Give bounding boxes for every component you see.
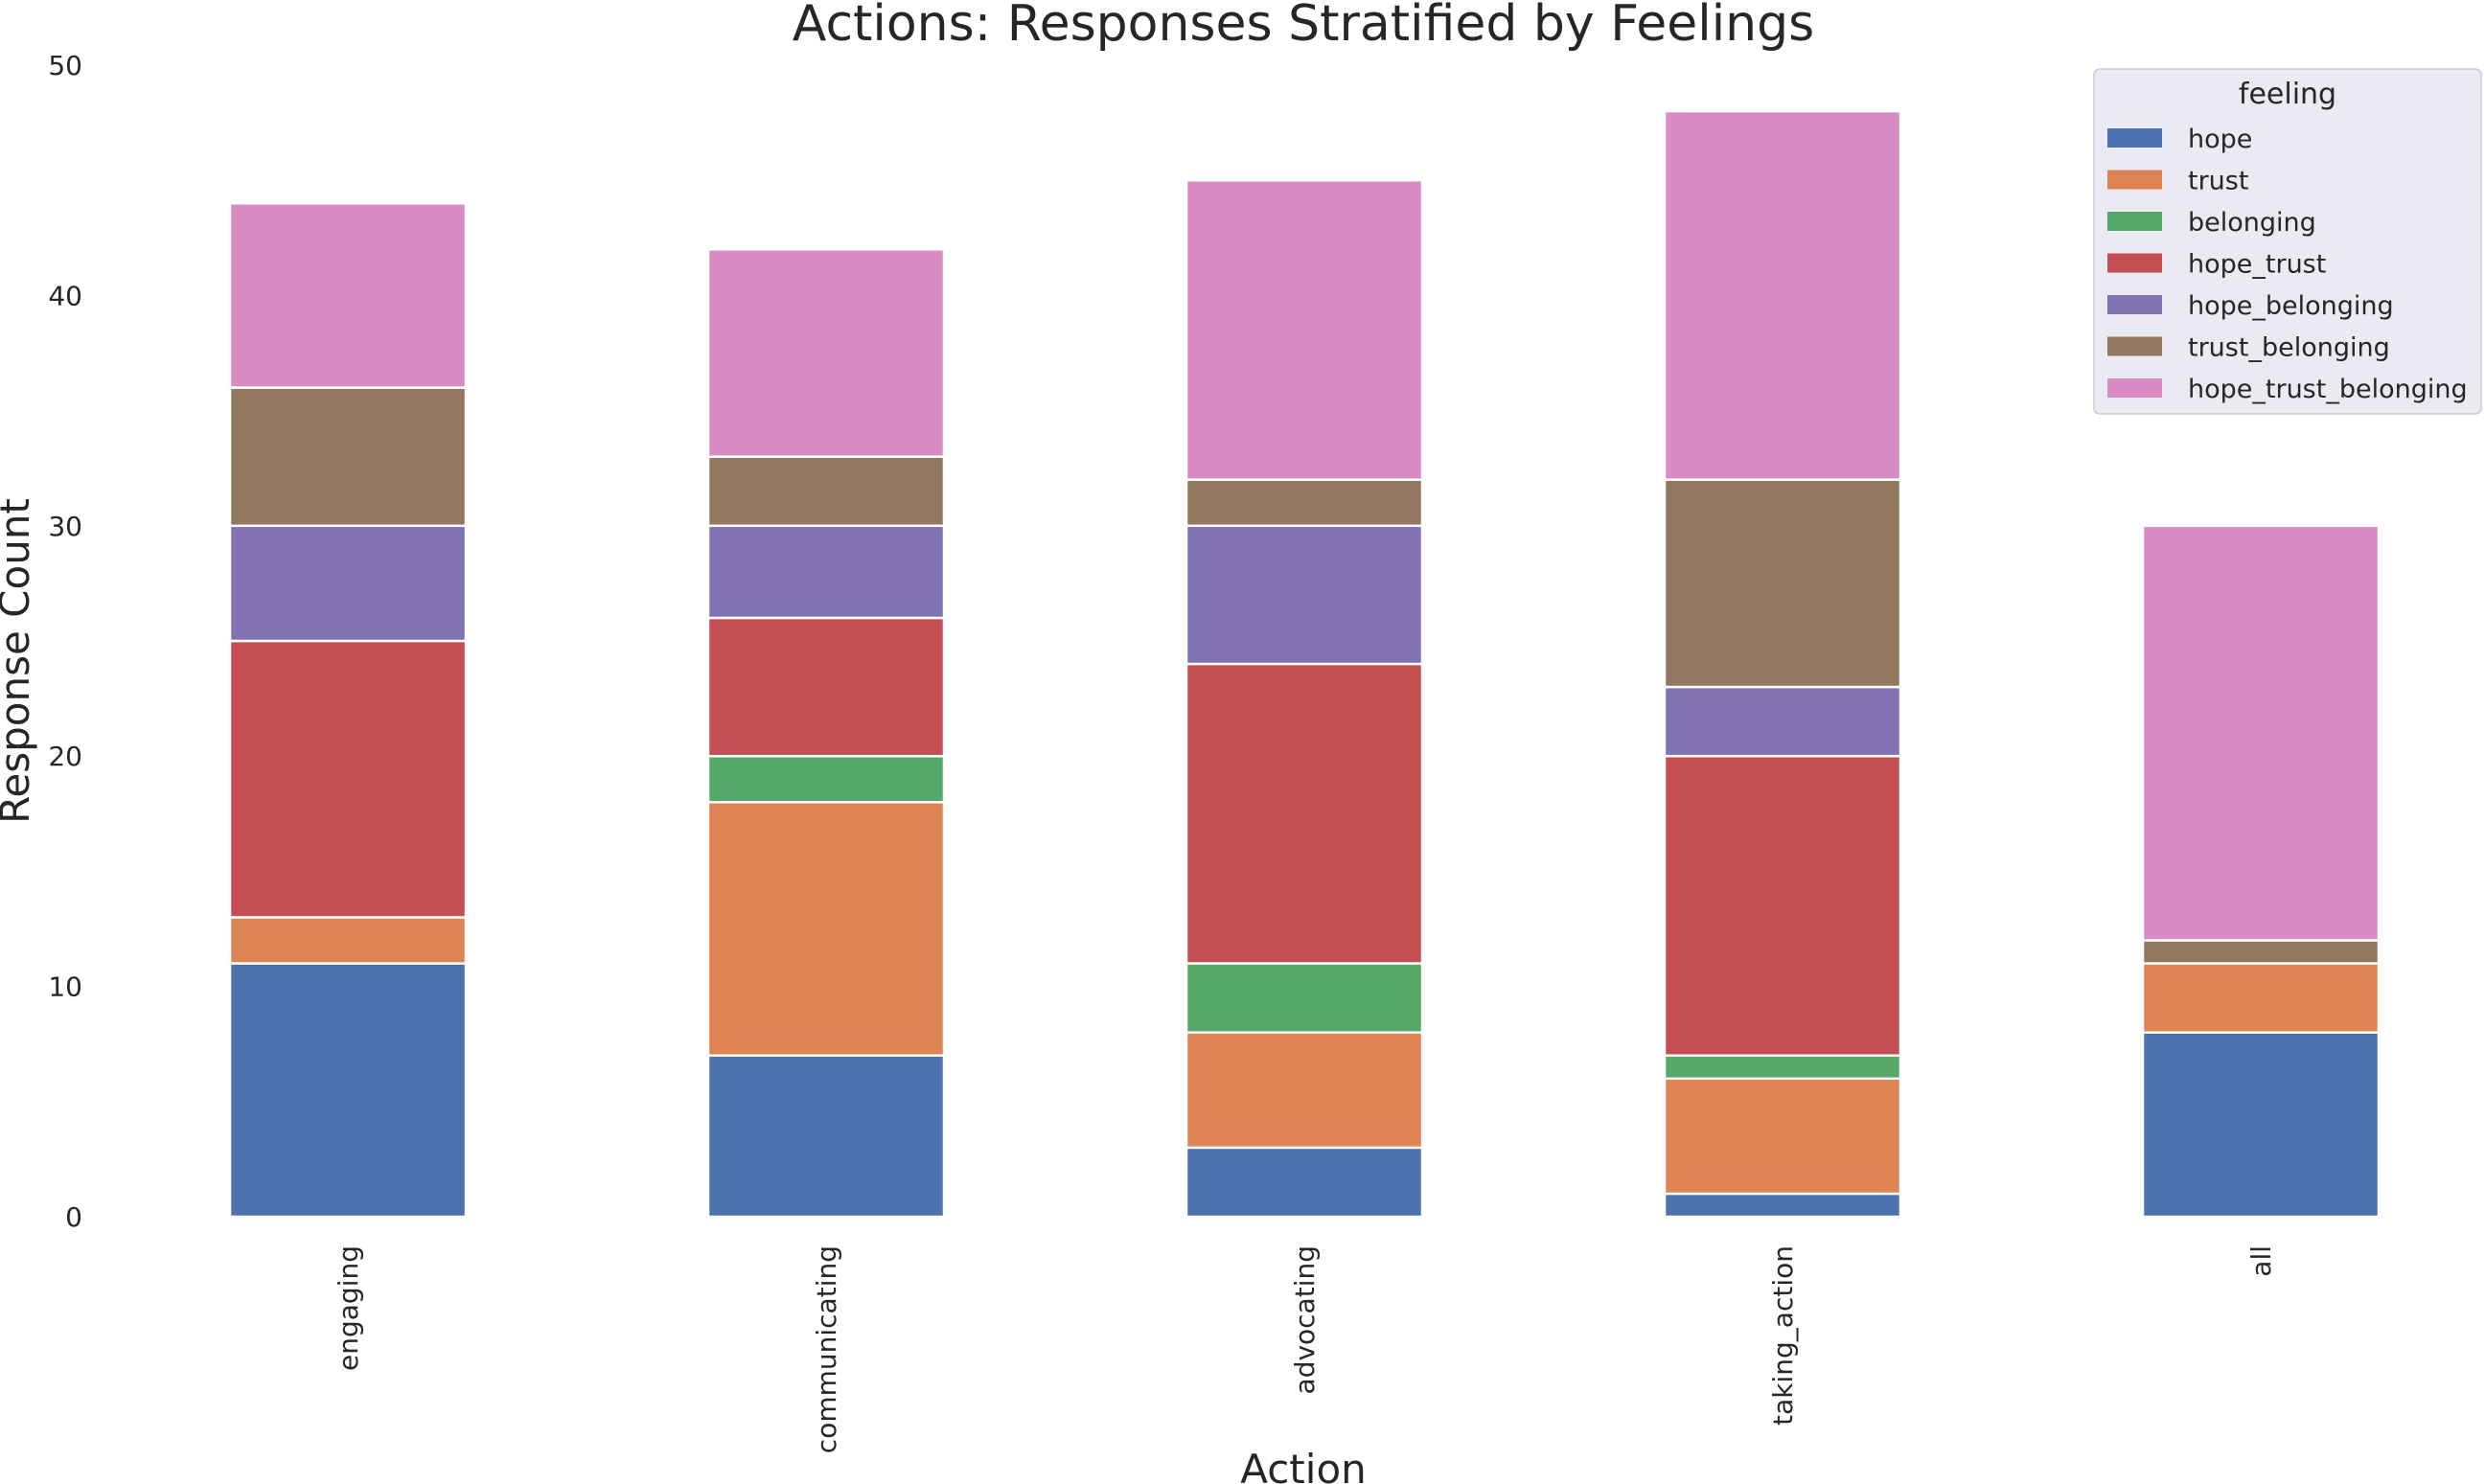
bar-segment-advocating-trust_belonging: [1185, 478, 1424, 528]
bar-segment-engaging-hope_trust: [228, 639, 468, 919]
bar-segment-communicating-belonging: [706, 754, 946, 804]
x-tick-label: all: [2245, 1245, 2277, 1277]
bar-segment-engaging-hope: [228, 962, 468, 1219]
x-tick-label: advocating: [1289, 1245, 1321, 1394]
bar-segment-all-trust: [2141, 962, 2381, 1034]
y-tick-label: 20: [48, 741, 82, 772]
bars: [228, 109, 2381, 1219]
legend-label-trust_belonging: trust_belonging: [2188, 333, 2390, 363]
legend-items: hope trust belonging hope_trust hope_belongi…: [2107, 125, 2468, 404]
bar-segment-all-hope_trust_belonging: [2141, 524, 2381, 942]
legend-label-hope_belonging: hope_belonging: [2188, 291, 2394, 321]
bar-segment-taking_action-hope_belonging: [1663, 685, 1902, 758]
bar-segment-communicating-hope_trust_belonging: [706, 248, 946, 458]
y-tick-label: 0: [65, 1201, 82, 1233]
bar-segment-communicating-trust: [706, 801, 946, 1057]
legend-swatch-belonging: [2107, 212, 2162, 231]
bar-segment-taking_action-hope_trust_belonging: [1663, 109, 1902, 481]
x-tick-label: taking_action: [1767, 1245, 1799, 1426]
legend-swatch-hope_trust: [2107, 253, 2162, 273]
y-axis-label: Response Count: [0, 498, 38, 824]
bar-segment-advocating-hope_trust: [1185, 662, 1424, 965]
bar-segment-communicating-hope_trust: [706, 616, 946, 758]
y-tick-label: 30: [48, 511, 82, 542]
bar-segment-advocating-belonging: [1185, 962, 1424, 1034]
legend-swatch-trust_belonging: [2107, 336, 2162, 356]
y-tick-label: 50: [48, 50, 82, 81]
chart-title: Actions: Responses Stratified by Feeling…: [793, 0, 1814, 53]
legend-label-belonging: belonging: [2188, 208, 2316, 238]
bar-segment-engaging-trust: [228, 916, 468, 965]
legend-label-hope_trust_belonging: hope_trust_belonging: [2188, 375, 2468, 404]
y-tick-label: 40: [48, 280, 82, 311]
bar-segment-engaging-trust_belonging: [228, 386, 468, 528]
legend-swatch-hope: [2107, 128, 2162, 148]
legend-box: [2093, 68, 2482, 415]
x-axis-label: Action: [1240, 1446, 1367, 1484]
legend-swatch-hope_trust_belonging: [2107, 378, 2162, 398]
legend-swatch-trust: [2107, 170, 2162, 190]
bar-segment-taking_action-hope_trust: [1663, 754, 1902, 1057]
bar-segment-engaging-hope_trust_belonging: [228, 201, 468, 389]
legend-label-hope: hope: [2188, 125, 2252, 154]
bar-segment-advocating-hope_belonging: [1185, 524, 1424, 666]
legend-label-hope_trust: hope_trust: [2188, 250, 2326, 280]
bar-segment-communicating-trust_belonging: [706, 455, 946, 528]
bar-segment-communicating-hope_belonging: [706, 524, 946, 620]
x-tick-label: communicating: [811, 1245, 842, 1453]
bar-segment-advocating-hope: [1185, 1146, 1424, 1219]
legend-title: feeling: [2239, 78, 2336, 111]
legend-swatch-hope_belonging: [2107, 295, 2162, 314]
bar-segment-communicating-hope: [706, 1054, 946, 1219]
bar-segment-advocating-hope_trust_belonging: [1185, 178, 1424, 481]
bar-segment-all-trust_belonging: [2141, 939, 2381, 965]
bar-segment-taking_action-hope: [1663, 1192, 1902, 1219]
legend-label-trust: trust: [2188, 167, 2248, 196]
y-tick-label: 10: [48, 971, 82, 1003]
bar-segment-taking_action-trust: [1663, 1077, 1902, 1196]
bar-segment-taking_action-trust_belonging: [1663, 478, 1902, 689]
bar-segment-all-hope: [2141, 1031, 2381, 1219]
bar-segment-taking_action-belonging: [1663, 1054, 1902, 1081]
x-tick-label: engaging: [333, 1245, 364, 1371]
x-axis-ticks: engaging communicating advocating taking_ac…: [333, 1245, 2277, 1453]
bar-segment-engaging-hope_belonging: [228, 524, 468, 643]
y-axis-ticks: 0 10 20 30 40 50: [48, 50, 82, 1233]
bar-segment-advocating-trust: [1185, 1031, 1424, 1150]
legend: feeling hopetrustbelonginghope_trusthope…: [2093, 68, 2482, 415]
